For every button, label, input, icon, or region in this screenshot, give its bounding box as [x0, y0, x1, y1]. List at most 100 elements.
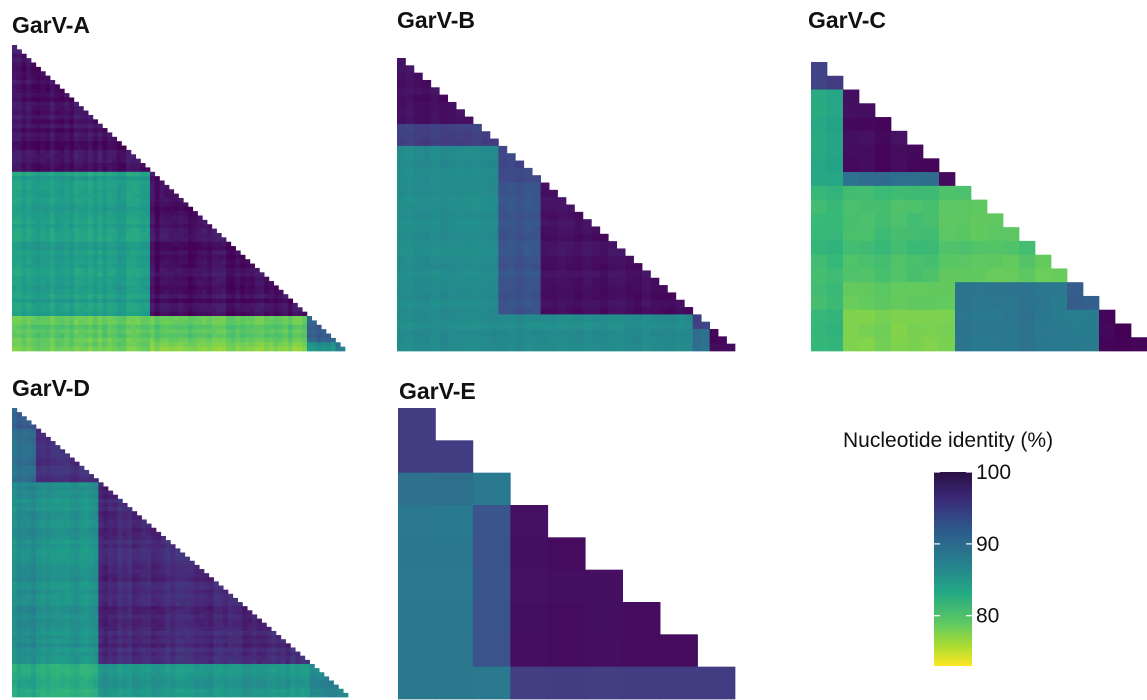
heatmap-cell	[107, 267, 113, 273]
heatmap-cell	[667, 329, 677, 337]
heatmap-cell	[955, 295, 972, 311]
heatmap-cell	[287, 329, 294, 334]
heatmap-cell	[36, 618, 42, 624]
heatmap-cell	[50, 254, 56, 260]
heatmap-cell	[111, 246, 118, 251]
heatmap-cell	[149, 311, 156, 317]
heatmap-cell	[102, 307, 108, 313]
heatmap-cell	[306, 329, 313, 334]
heatmap-cell	[83, 324, 89, 330]
heatmap-cell	[93, 560, 99, 566]
heatmap-cell	[811, 144, 828, 159]
heatmap-cell	[701, 329, 710, 337]
heatmap-cell	[141, 564, 147, 570]
heatmap-cell	[135, 337, 141, 343]
heatmap-cell	[287, 298, 294, 304]
heatmap-cell	[16, 154, 22, 160]
heatmap-cell	[64, 263, 70, 269]
heatmap-cell	[971, 268, 988, 283]
heatmap-cell	[122, 507, 128, 512]
heatmap-cell	[1131, 337, 1147, 352]
heatmap-cell	[98, 626, 104, 632]
heatmap-cell	[135, 224, 141, 229]
heatmap-cell	[149, 232, 156, 238]
heatmap-cell	[566, 211, 575, 220]
heatmap-cell	[650, 292, 660, 301]
heatmap-cell	[515, 263, 525, 271]
heatmap-cell	[273, 346, 279, 352]
heatmap-cell	[97, 272, 103, 278]
heatmap-cell	[891, 199, 908, 214]
heatmap-cell	[464, 255, 474, 264]
heatmap-cell	[221, 307, 227, 313]
heatmap-cell	[40, 211, 46, 216]
heatmap-cell	[718, 336, 727, 345]
heatmap-cell	[84, 552, 90, 557]
heatmap-cell	[88, 569, 94, 574]
heatmap-cell	[50, 441, 56, 446]
heatmap-cell	[69, 469, 75, 475]
heatmap-cell	[35, 211, 41, 216]
heatmap-cell	[481, 182, 491, 191]
heatmap-cell	[40, 88, 46, 94]
heatmap-cell	[50, 486, 56, 491]
heatmap-cell	[283, 346, 289, 352]
heatmap-cell	[164, 254, 170, 260]
heatmap-cell	[79, 589, 85, 595]
heatmap-cell	[557, 204, 567, 213]
heatmap-cell	[84, 478, 90, 483]
heatmap-cell	[405, 336, 415, 345]
heatmap-cell	[223, 593, 229, 599]
heatmap-cell	[140, 285, 146, 291]
heatmap-cell	[608, 277, 618, 286]
heatmap-cell	[183, 289, 189, 295]
heatmap-cell	[145, 180, 151, 186]
heatmap-cell	[107, 202, 113, 208]
heatmap-cell	[549, 255, 558, 264]
heatmap-cell	[35, 167, 41, 173]
heatmap-cell	[135, 263, 141, 269]
heatmap-cell	[127, 618, 133, 624]
heatmap-cell	[88, 316, 94, 321]
heatmap-cell	[12, 106, 18, 111]
heatmap-cell	[164, 342, 170, 347]
heatmap-cell	[237, 602, 243, 607]
heatmap-cell	[40, 502, 46, 508]
heatmap-cell	[498, 292, 508, 301]
heatmap-cell	[59, 132, 65, 138]
heatmap-cell	[213, 593, 219, 599]
heatmap-cell	[456, 314, 465, 323]
heatmap-cell	[12, 154, 18, 160]
heatmap-cell	[79, 548, 85, 553]
heatmap-cell	[60, 478, 66, 483]
heatmap-cell	[523, 197, 533, 205]
heatmap-cell	[116, 337, 122, 343]
heatmap-cell	[249, 329, 255, 334]
heatmap-cell	[184, 585, 190, 591]
heatmap-cell	[532, 219, 541, 227]
heatmap-cell	[439, 182, 449, 191]
heatmap-cell	[12, 585, 18, 591]
heatmap-cell	[173, 267, 179, 273]
heatmap-cell	[126, 176, 132, 181]
heatmap-cell	[907, 337, 924, 352]
heatmap-cell	[45, 324, 51, 330]
heatmap-cell	[140, 176, 146, 181]
heatmap-cell	[69, 461, 75, 467]
heatmap-cell	[268, 298, 274, 304]
heatmap-cell	[859, 199, 876, 214]
heatmap-cell	[31, 602, 37, 607]
heatmap-cell	[26, 324, 32, 330]
heatmap-cell	[413, 292, 423, 301]
heatmap-cell	[59, 263, 65, 269]
heatmap-cell	[549, 307, 558, 315]
heatmap-cell	[12, 581, 18, 586]
heatmap-cell	[92, 254, 98, 260]
heatmap-cell	[64, 544, 70, 549]
heatmap-cell	[175, 610, 181, 615]
heatmap-cell	[21, 198, 27, 203]
heatmap-cell	[59, 276, 65, 282]
heatmap-cell	[60, 569, 66, 574]
heatmap-cell	[111, 302, 118, 308]
heatmap-cell	[55, 474, 61, 479]
